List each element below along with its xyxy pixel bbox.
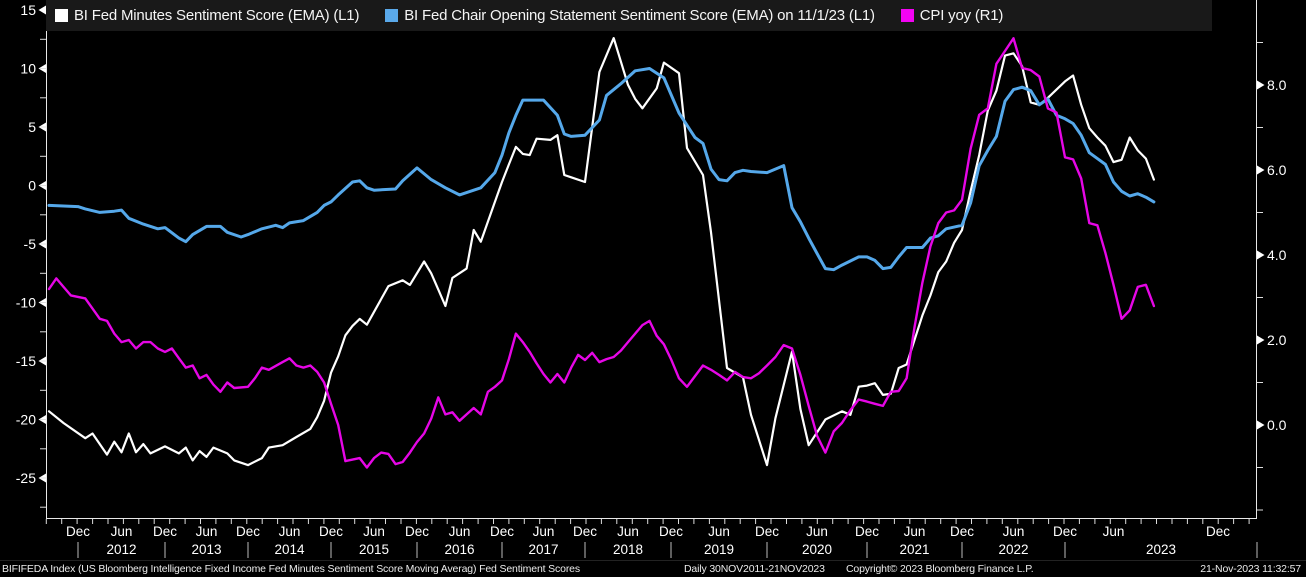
left-axis-tick-label: 15 (20, 2, 36, 18)
x-axis-month-label: Dec (573, 524, 597, 539)
right-axis-tick-arrow-icon (1257, 420, 1265, 430)
right-axis-tick-arrow-icon (1257, 335, 1265, 345)
x-axis-month-label: Jun (449, 524, 471, 539)
frequency-range: Daily 30NOV2011-21NOV2023 (684, 563, 825, 575)
x-axis-month-label: Dec (153, 524, 177, 539)
x-axis-month-label: Dec (66, 524, 90, 539)
right-axis-tick-arrow-icon (1257, 80, 1265, 90)
x-axis-month-label: Dec (1206, 524, 1230, 539)
x-axis-year-label: 2020 (802, 542, 832, 557)
x-axis-month-label: Dec (950, 524, 974, 539)
x-axis-month-label: Jun (1103, 524, 1125, 539)
x-axis-year-label: 2019 (704, 542, 734, 557)
left-axis-tick-label: -20 (16, 412, 36, 428)
right-axis-tick-label: 2.0 (1267, 332, 1287, 348)
chart-legend: BI Fed Minutes Sentiment Score (EMA) (L1… (46, 0, 1212, 31)
x-axis-month-label: Jun (708, 524, 730, 539)
x-axis-month-label: Dec (1053, 524, 1077, 539)
status-bar: BIFIFEDA Index (US Bloomberg Intelligenc… (0, 560, 1306, 577)
x-axis-month-label: Jun (806, 524, 828, 539)
x-axis-month-label: Jun (279, 524, 301, 539)
x-axis-month-label: Dec (236, 524, 260, 539)
x-axis-year-label: 2013 (191, 542, 221, 557)
right-axis-tick-arrow-icon (1257, 165, 1265, 175)
x-axis-month-label: Dec (755, 524, 779, 539)
x-axis-year-label: 2015 (359, 542, 389, 557)
x-axis-year-label: 2012 (106, 542, 136, 557)
x-axis-year-label: 2018 (613, 542, 643, 557)
x-axis-month-label: Jun (617, 524, 639, 539)
x-axis-year-label: 2016 (444, 542, 474, 557)
left-axis-tick-arrow-icon (38, 5, 46, 15)
left-axis-tick-label: -25 (16, 470, 36, 486)
x-axis-month-label: Jun (111, 524, 133, 539)
chart-plot-area[interactable]: 15 10 5 0 -5 -10 -15 -20 -25 8.0 6.0 4.0 2.0 0.0 Dec Ju… (0, 0, 1306, 560)
left-axis-tick-label: -5 (24, 236, 37, 252)
fed-minutes-swatch-icon (55, 9, 68, 22)
series-line (47, 67, 1156, 272)
series-line (47, 37, 1156, 469)
timestamp: 21-Nov-2023 11:32:57 (1200, 563, 1301, 575)
right-axis-tick-arrow-icon (1257, 250, 1265, 260)
left-axis-tick-label: -15 (16, 353, 36, 369)
x-axis-year-label: 2021 (899, 542, 929, 557)
x-axis-month-label: Jun (196, 524, 218, 539)
legend-item-fed-minutes[interactable]: BI Fed Minutes Sentiment Score (EMA) (L1… (55, 7, 359, 24)
right-axis-tick-label: 8.0 (1267, 77, 1287, 93)
right-axis-tick-label: 4.0 (1267, 247, 1287, 263)
left-axis-tick-label: 10 (20, 61, 36, 77)
cpi-swatch-icon (900, 9, 914, 22)
legend-item-cpi[interactable]: CPI yoy (R1) (900, 7, 1004, 24)
x-axis-month-label: Dec (319, 524, 343, 539)
left-axis-tick-label: 5 (28, 119, 36, 135)
x-axis-month-label: Dec (405, 524, 429, 539)
x-axis-month-label: Jun (1003, 524, 1025, 539)
legend-item-fed-chair[interactable]: BI Fed Chair Opening Statement Sentiment… (385, 7, 875, 24)
series-line (47, 36, 1156, 467)
fed-chair-swatch-icon (385, 9, 399, 22)
x-axis-year-label: 2023 (1146, 542, 1176, 557)
x-axis-year-label: 2014 (274, 542, 305, 557)
legend-label: CPI yoy (R1) (919, 7, 1004, 24)
x-axis-month-label: Dec (659, 524, 683, 539)
x-axis-month-label: Jun (533, 524, 555, 539)
left-axis-tick-label: -10 (16, 295, 36, 311)
left-axis-tick-label: 0 (28, 178, 36, 194)
x-axis-month-label: Dec (490, 524, 514, 539)
x-axis-month-label: Jun (904, 524, 926, 539)
x-axis-year-label: 2017 (528, 542, 558, 557)
copyright-text: Copyright© 2023 Bloomberg Finance L.P. (846, 563, 1034, 575)
x-axis-month-label: Dec (855, 524, 879, 539)
right-axis-tick-label: 0.0 (1267, 417, 1287, 433)
legend-label: BI Fed Minutes Sentiment Score (EMA) (L1… (74, 7, 360, 24)
legend-label: BI Fed Chair Opening Statement Sentiment… (404, 7, 875, 24)
x-axis-year-label: 2022 (998, 542, 1028, 557)
security-description: BIFIFEDA Index (US Bloomberg Intelligenc… (2, 563, 580, 575)
right-axis-tick-label: 6.0 (1267, 162, 1287, 178)
x-axis-month-label: Jun (363, 524, 385, 539)
